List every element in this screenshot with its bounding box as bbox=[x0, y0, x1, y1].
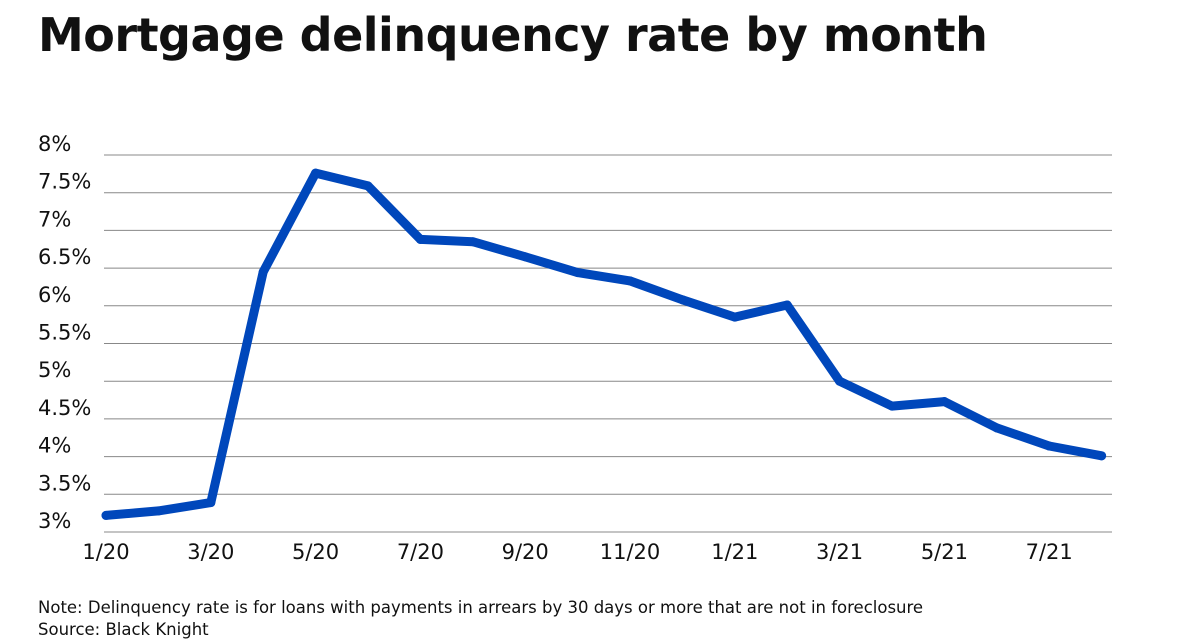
data-point bbox=[730, 312, 740, 322]
y-tick-label: 8% bbox=[38, 132, 71, 156]
x-tick-label: 7/20 bbox=[397, 540, 444, 564]
x-tick-label: 7/21 bbox=[1026, 540, 1073, 564]
data-point bbox=[573, 268, 583, 278]
x-tick-label: 1/21 bbox=[711, 540, 758, 564]
y-tick-label: 5% bbox=[38, 358, 71, 382]
x-tick-label: 3/21 bbox=[816, 540, 863, 564]
y-tick-label: 4.5% bbox=[38, 396, 91, 420]
data-point bbox=[311, 168, 321, 178]
data-point bbox=[101, 510, 111, 520]
chart-footnote: Note: Delinquency rate is for loans with… bbox=[38, 597, 923, 641]
y-tick-label: 5.5% bbox=[38, 321, 91, 345]
data-point bbox=[887, 401, 897, 411]
x-tick-label: 9/20 bbox=[502, 540, 549, 564]
data-point bbox=[1097, 451, 1107, 461]
data-point bbox=[782, 300, 792, 310]
y-tick-label: 3.5% bbox=[38, 471, 91, 495]
data-point bbox=[625, 276, 635, 286]
y-tick-label: 7.5% bbox=[38, 170, 91, 194]
note-text: Note: Delinquency rate is for loans with… bbox=[38, 598, 924, 617]
gridlines bbox=[104, 154, 1112, 533]
data-point bbox=[520, 252, 530, 262]
data-point bbox=[677, 295, 687, 305]
x-tick-label: 3/20 bbox=[187, 540, 234, 564]
data-point bbox=[153, 506, 163, 516]
y-axis-labels: 3% 3.5% 4% 4.5% 5% 5.5% 6% 6.5% 7% 7.5% 8% bbox=[38, 132, 91, 533]
data-point bbox=[415, 234, 425, 244]
data-point bbox=[992, 423, 1002, 433]
series-line bbox=[101, 168, 1107, 520]
data-point bbox=[258, 267, 268, 277]
x-axis-labels: 1/20 3/20 5/20 7/20 9/20 11/20 1/21 3/21 5/21 7/2… bbox=[82, 540, 1072, 564]
data-point bbox=[363, 181, 373, 191]
series-layer bbox=[101, 168, 1107, 520]
x-tick-label: 5/20 bbox=[292, 540, 339, 564]
data-point bbox=[1044, 441, 1054, 451]
x-tick-label: 11/20 bbox=[600, 540, 661, 564]
data-point bbox=[835, 376, 845, 386]
x-tick-label: 1/20 bbox=[82, 540, 129, 564]
data-point bbox=[468, 237, 478, 247]
y-tick-label: 6.5% bbox=[38, 245, 91, 269]
y-tick-label: 7% bbox=[38, 207, 71, 231]
y-tick-label: 3% bbox=[38, 509, 71, 533]
chart-title: Mortgage delinquency rate by month bbox=[38, 8, 988, 62]
data-point bbox=[206, 498, 216, 508]
y-tick-label: 4% bbox=[38, 434, 71, 458]
data-point bbox=[939, 397, 949, 407]
y-tick-label: 6% bbox=[38, 283, 71, 307]
x-tick-label: 5/21 bbox=[921, 540, 968, 564]
